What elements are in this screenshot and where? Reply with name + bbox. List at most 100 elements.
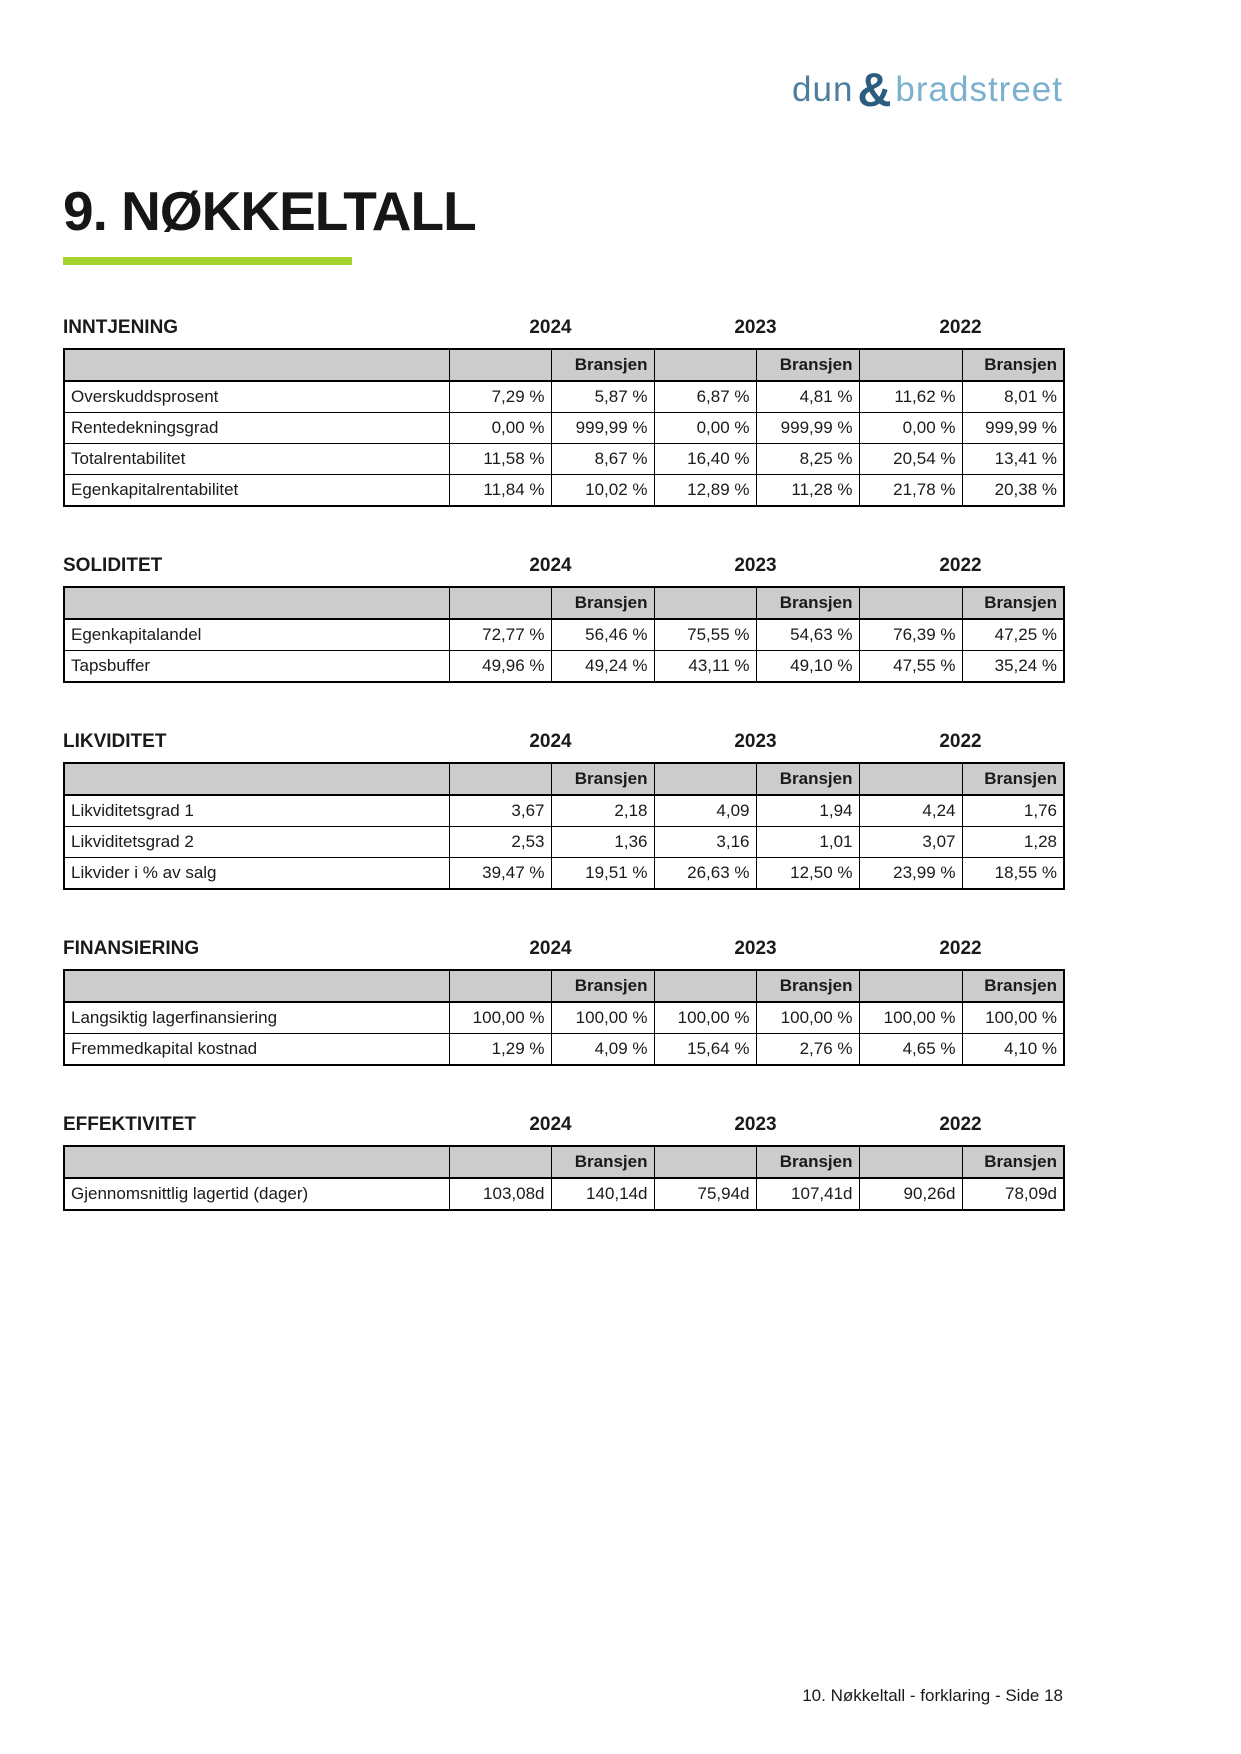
- section-header-row: INNTJENING 2024 2023 2022: [63, 317, 1063, 339]
- year-label: 2024: [529, 1114, 572, 1135]
- sections: INNTJENING 2024 2023 2022 Bransjen Bransjen Br…: [63, 317, 1065, 1211]
- stats-table: Bransjen Bransjen Bransjen Overskuddsprosen…: [63, 348, 1065, 507]
- bransjen-header-cell: Bransjen: [961, 762, 1065, 796]
- empty-header-cell: [448, 348, 552, 382]
- bransjen-header-cell: Bransjen: [550, 586, 655, 620]
- section-header-row: LIKVIDITET 2024 2023 2022: [63, 731, 1063, 753]
- stats-section: LIKVIDITET 2024 2023 2022 Bransjen Bransjen Br…: [63, 731, 1065, 890]
- value-cell: 4,65 %: [858, 1033, 963, 1066]
- value-cell: 100,00 %: [858, 1001, 963, 1034]
- value-cell: 2,53: [448, 826, 552, 858]
- bransjen-header-cell: Bransjen: [550, 1145, 655, 1179]
- value-cell: 5,87 %: [550, 380, 655, 413]
- value-cell: 49,10 %: [755, 650, 860, 683]
- year-label: 2024: [529, 938, 572, 959]
- table-row: Overskuddsprosent 7,29 % 5,87 % 6,87 % 4,81 …: [63, 380, 1065, 413]
- bransjen-header-cell: Bransjen: [550, 762, 655, 796]
- empty-header-cell: [858, 1145, 963, 1179]
- value-cell: 11,84 %: [448, 474, 552, 507]
- logo-ampersand-icon: &: [857, 63, 893, 116]
- value-cell: 8,67 %: [550, 443, 655, 475]
- value-cell: 39,47 %: [448, 857, 552, 890]
- row-label-cell: Egenkapitalrentabilitet: [63, 474, 450, 507]
- bransjen-header-cell: Bransjen: [961, 969, 1065, 1003]
- value-cell: 140,14d: [550, 1177, 655, 1211]
- table-row: Tapsbuffer 49,96 % 49,24 % 43,11 % 49,10 % 47…: [63, 650, 1065, 683]
- year-label: 2023: [734, 1114, 777, 1135]
- value-cell: 8,25 %: [755, 443, 860, 475]
- bransjen-header-cell: Bransjen: [755, 762, 860, 796]
- section-header-row: FINANSIERING 2024 2023 2022: [63, 938, 1063, 960]
- year-label: 2024: [529, 555, 572, 576]
- bransjen-header-cell: Bransjen: [550, 969, 655, 1003]
- empty-header-cell: [858, 348, 963, 382]
- row-label-cell: Egenkapitalandel: [63, 618, 450, 651]
- value-cell: 20,38 %: [961, 474, 1065, 507]
- value-cell: 1,28: [961, 826, 1065, 858]
- value-cell: 999,99 %: [550, 412, 655, 444]
- value-cell: 4,81 %: [755, 380, 860, 413]
- bransjen-header-row: Bransjen Bransjen Bransjen: [63, 969, 1065, 1003]
- value-cell: 0,00 %: [448, 412, 552, 444]
- bransjen-header-cell: Bransjen: [961, 348, 1065, 382]
- empty-header-cell: [448, 762, 552, 796]
- empty-header-cell: [63, 348, 450, 382]
- empty-header-cell: [448, 969, 552, 1003]
- year-label: 2023: [734, 731, 777, 752]
- value-cell: 43,11 %: [653, 650, 757, 683]
- empty-header-cell: [448, 1145, 552, 1179]
- value-cell: 12,50 %: [755, 857, 860, 890]
- value-cell: 1,01: [755, 826, 860, 858]
- table-row: Likviditetsgrad 1 3,67 2,18 4,09 1,94 4,24 1,7…: [63, 794, 1065, 827]
- year-label: 2022: [939, 1114, 982, 1135]
- value-cell: 4,09 %: [550, 1033, 655, 1066]
- table-row: Egenkapitalrentabilitet 11,84 % 10,02 % 12,…: [63, 474, 1065, 507]
- bransjen-header-cell: Bransjen: [755, 969, 860, 1003]
- value-cell: 1,29 %: [448, 1033, 552, 1066]
- row-label-cell: Gjennomsnittlig lagertid (dager): [63, 1177, 450, 1211]
- value-cell: 15,64 %: [653, 1033, 757, 1066]
- empty-header-cell: [63, 762, 450, 796]
- bransjen-header-row: Bransjen Bransjen Bransjen: [63, 762, 1065, 796]
- row-label-cell: Langsiktig lagerfinansiering: [63, 1001, 450, 1034]
- row-label-cell: Likviditetsgrad 1: [63, 794, 450, 827]
- empty-header-cell: [63, 1145, 450, 1179]
- bransjen-header-cell: Bransjen: [755, 1145, 860, 1179]
- stats-table: Bransjen Bransjen Bransjen Egenkapitalandel…: [63, 586, 1065, 683]
- value-cell: 3,16: [653, 826, 757, 858]
- value-cell: 13,41 %: [961, 443, 1065, 475]
- year-label: 2022: [939, 555, 982, 576]
- value-cell: 54,63 %: [755, 618, 860, 651]
- empty-header-cell: [448, 586, 552, 620]
- logo-dun: dun: [792, 70, 854, 109]
- value-cell: 3,67: [448, 794, 552, 827]
- empty-header-cell: [653, 1145, 757, 1179]
- page-content: 9. NØKKELTALL INNTJENING 2024 2023 2022 Bran…: [0, 184, 1241, 1211]
- year-label: 2023: [734, 317, 777, 338]
- value-cell: 1,76: [961, 794, 1065, 827]
- year-label: 2022: [939, 938, 982, 959]
- bransjen-header-cell: Bransjen: [961, 586, 1065, 620]
- row-label-cell: Likviditetsgrad 2: [63, 826, 450, 858]
- row-label-cell: Rentedekningsgrad: [63, 412, 450, 444]
- value-cell: 72,77 %: [448, 618, 552, 651]
- stats-table: Bransjen Bransjen Bransjen Likviditetsgrad …: [63, 762, 1065, 890]
- section-title: EFFEKTIVITET: [63, 1114, 196, 1135]
- table-row: Rentedekningsgrad 0,00 % 999,99 % 0,00 % 999…: [63, 412, 1065, 444]
- empty-header-cell: [653, 762, 757, 796]
- page-footer: 10. Nøkkeltall - forklaring - Side 18: [802, 1686, 1063, 1705]
- year-label: 2023: [734, 555, 777, 576]
- bransjen-header-cell: Bransjen: [961, 1145, 1065, 1179]
- stats-section: FINANSIERING 2024 2023 2022 Bransjen Bransjen…: [63, 938, 1065, 1066]
- bransjen-header-row: Bransjen Bransjen Bransjen: [63, 586, 1065, 620]
- value-cell: 100,00 %: [653, 1001, 757, 1034]
- value-cell: 75,55 %: [653, 618, 757, 651]
- year-label: 2024: [529, 317, 572, 338]
- bransjen-header-cell: Bransjen: [755, 586, 860, 620]
- bransjen-header-cell: Bransjen: [755, 348, 860, 382]
- value-cell: 47,55 %: [858, 650, 963, 683]
- empty-header-cell: [63, 969, 450, 1003]
- value-cell: 16,40 %: [653, 443, 757, 475]
- title-accent-bar: [63, 257, 352, 265]
